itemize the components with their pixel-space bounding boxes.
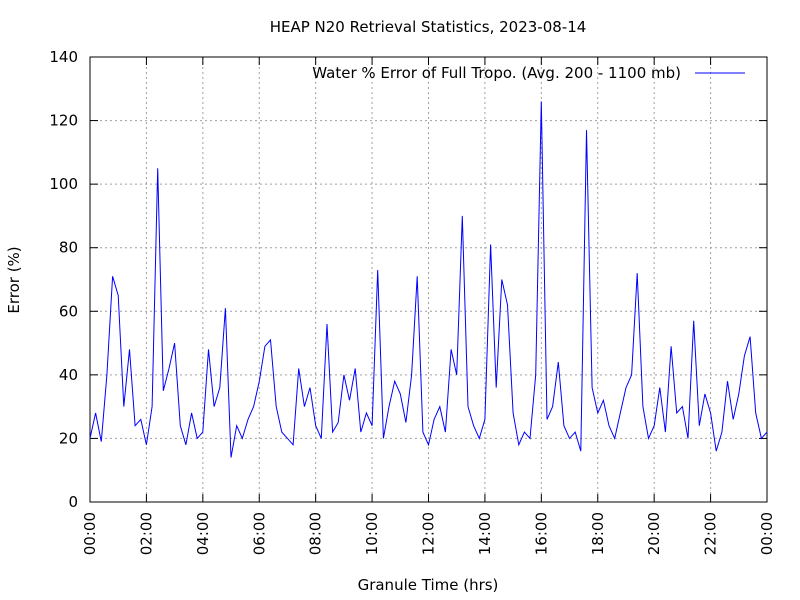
y-axis-label: Error (%) — [5, 246, 23, 313]
x-tick-label: 08:00 — [307, 512, 325, 555]
y-tick-label: 0 — [68, 493, 78, 511]
x-tick-label: 20:00 — [645, 512, 663, 555]
y-tick-label: 100 — [49, 175, 78, 193]
y-tick-label: 20 — [59, 429, 78, 447]
x-tick-label: 18:00 — [589, 512, 607, 555]
x-tick-label: 10:00 — [363, 512, 381, 555]
data-line — [89, 101, 768, 458]
x-tick-label: 00:00 — [758, 512, 776, 555]
x-tick-label: 12:00 — [420, 512, 438, 555]
y-tick-label: 140 — [49, 48, 78, 66]
x-tick-label: 00:00 — [81, 512, 99, 555]
plot-frame — [89, 56, 768, 503]
x-tick-label: 16:00 — [532, 512, 550, 555]
x-tick-label: 04:00 — [194, 512, 212, 555]
x-tick-label: 06:00 — [250, 512, 268, 555]
x-axis-label: Granule Time (hrs) — [358, 576, 499, 594]
x-tick-label: 22:00 — [702, 512, 720, 555]
x-tick-label: 02:00 — [137, 512, 155, 555]
y-tick-label: 80 — [59, 239, 78, 257]
y-tick-label: 120 — [49, 112, 78, 130]
chart-title: HEAP N20 Retrieval Statistics, 2023-08-1… — [270, 18, 587, 36]
x-tick-label: 14:00 — [476, 512, 494, 555]
legend-label: Water % Error of Full Tropo. (Avg. 200 -… — [312, 64, 681, 82]
y-tick-label: 60 — [59, 302, 78, 320]
y-tick-label: 40 — [59, 366, 78, 384]
